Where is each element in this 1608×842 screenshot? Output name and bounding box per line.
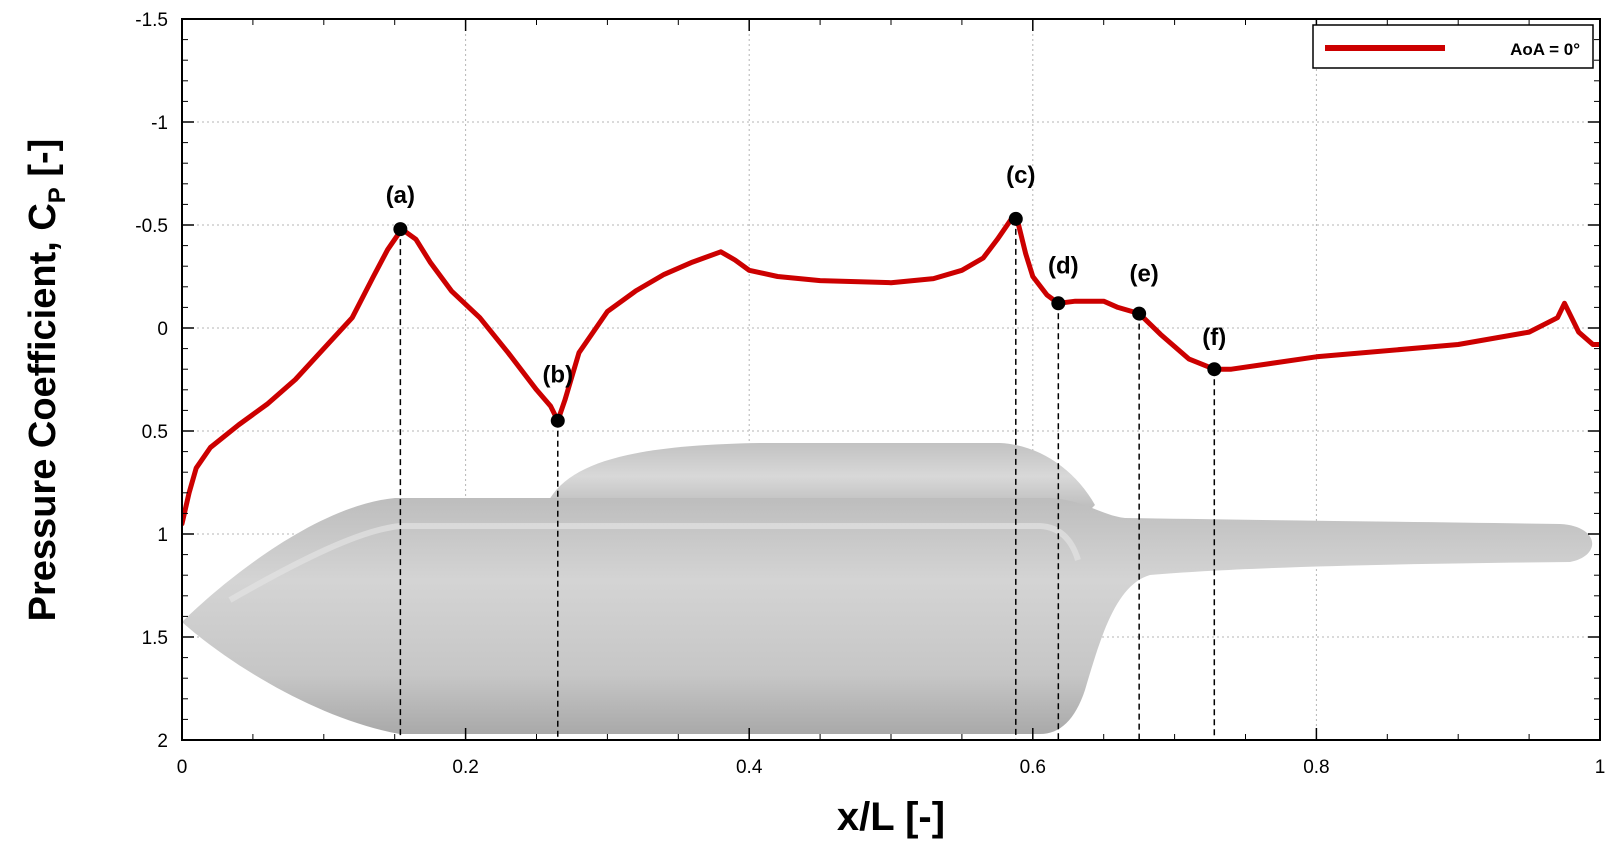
y-tick-label: 1.5 (142, 628, 168, 649)
x-axis-title: x/L [-] (837, 795, 945, 839)
point-label-5: (f) (1202, 324, 1226, 351)
x-tick-label: 1 (1595, 757, 1606, 778)
axis-ticks: 0 0.2 0.4 0.6 0.8 1 -1.5 -1 -0.5 0 0.5 1 1.5 2 (135, 10, 1605, 778)
point-label-3: (d) (1048, 252, 1079, 279)
y-tick-label: 2 (157, 731, 168, 752)
y-axis-title: Pressure Coefficient, CP [-] (22, 139, 71, 622)
y-tick-label: 0.5 (142, 422, 168, 443)
legend: AoA = 0° (1312, 24, 1594, 69)
hull-body-shape (182, 498, 1593, 734)
point-marker-1 (550, 413, 565, 428)
hull-highlight (228, 523, 1081, 603)
y-tick-label: 1 (157, 525, 168, 546)
x-tick-label: 0.2 (452, 757, 478, 778)
y-tick-label: -1.5 (135, 10, 168, 31)
legend-label: AoA = 0° (1510, 40, 1580, 59)
point-label-2: (c) (1006, 162, 1035, 189)
x-tick-label: 0.4 (736, 757, 763, 778)
x-tick-label: 0.8 (1303, 757, 1329, 778)
hull-illustration (182, 443, 1593, 734)
series-layer (182, 216, 1600, 527)
annotation-markers: (a) (b) (c) (d) (e) (f) (386, 162, 1226, 428)
y-tick-label: -1 (151, 113, 168, 134)
y-axis-title-suffix: [-] (22, 139, 64, 188)
y-tick-label: 0 (157, 319, 168, 340)
point-marker-2 (1008, 211, 1023, 226)
y-tick-label: -0.5 (135, 216, 168, 237)
point-marker-3 (1051, 296, 1066, 311)
x-tick-label: 0 (177, 757, 188, 778)
annotation-guides (399, 218, 1216, 740)
series-line-0 (182, 216, 1600, 527)
point-marker-0 (393, 222, 408, 237)
point-marker-4 (1132, 306, 1147, 321)
point-label-4: (e) (1129, 261, 1158, 288)
y-axis-title-main: Pressure Coefficient, C (22, 203, 64, 621)
point-marker-5 (1207, 362, 1222, 377)
point-label-1: (b) (542, 362, 573, 389)
sail-shape (548, 443, 1095, 510)
point-label-0: (a) (386, 182, 415, 209)
x-tick-label: 0.6 (1020, 757, 1046, 778)
y-axis-title-subscript: P (44, 187, 71, 203)
